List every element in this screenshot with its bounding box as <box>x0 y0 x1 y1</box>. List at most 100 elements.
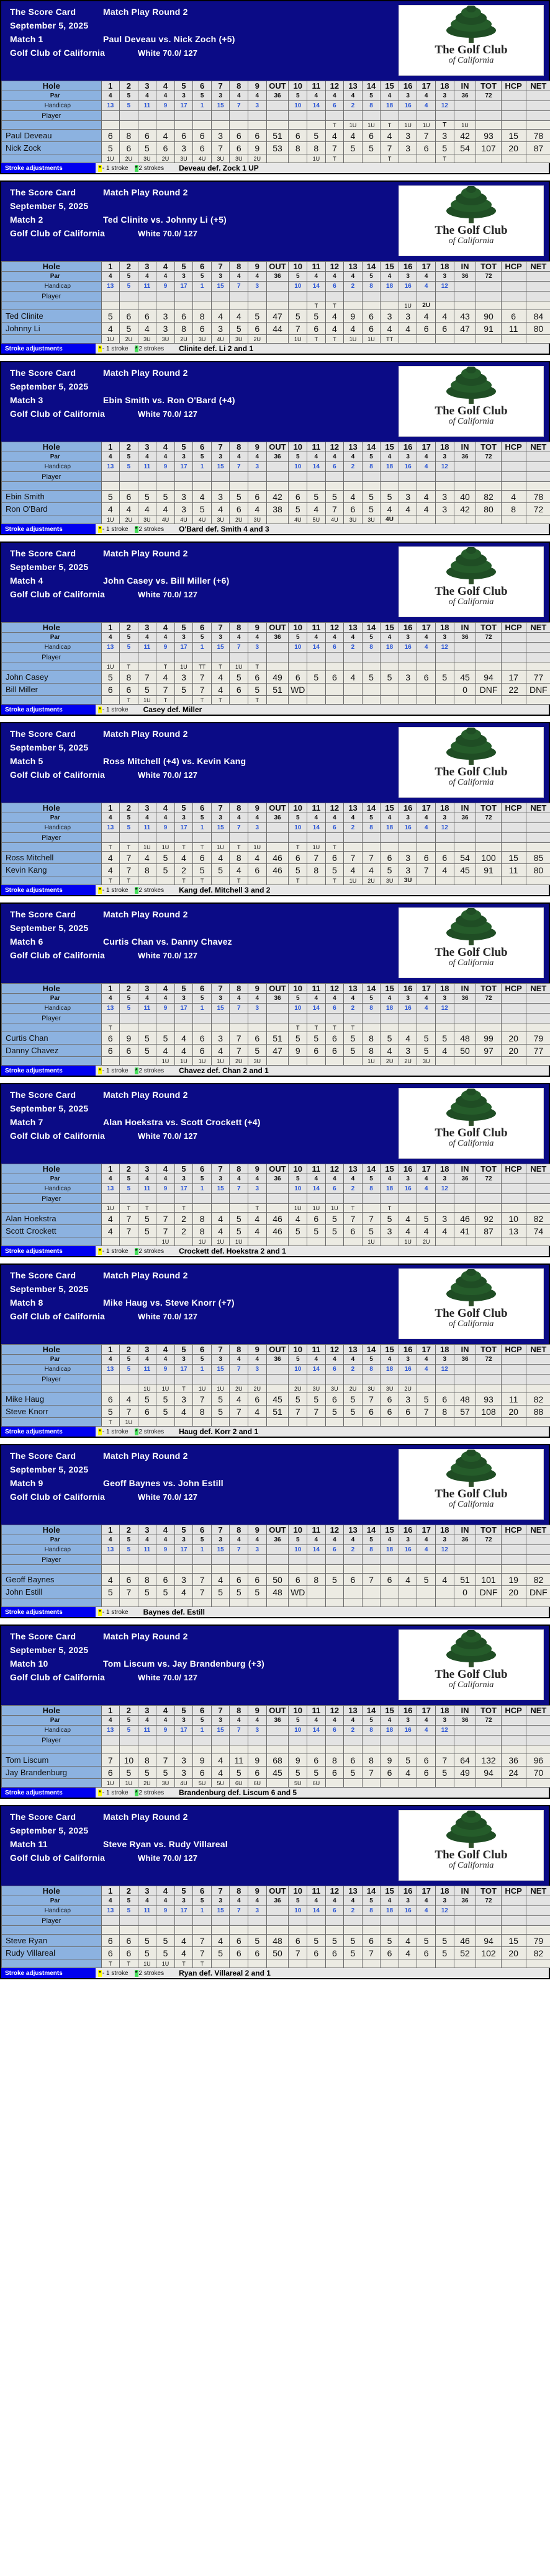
cell: 2U <box>229 1384 249 1393</box>
par-row: Par 4 5 4 4 3 5 3 4 4 36 5 4 4 4 5 4 3 4 3 36 72 <box>1 1535 550 1545</box>
score-cell: 8 <box>192 1212 212 1225</box>
score-cell: 3 <box>210 322 230 335</box>
cell: NET <box>525 1705 550 1716</box>
cell <box>476 1056 502 1066</box>
score-cell: 5 <box>248 310 267 323</box>
cell: 5 <box>361 1174 381 1184</box>
cell <box>500 471 526 482</box>
cell: 1U <box>101 334 120 344</box>
logo-line-2: of California <box>448 958 494 968</box>
cell: 16 <box>398 1705 418 1716</box>
player-header-row: Player <box>1 832 550 843</box>
cell <box>266 1183 289 1194</box>
cell: 4 <box>417 1725 436 1736</box>
hole-label: Hole <box>1 803 102 813</box>
score-cell: 4 <box>229 863 249 876</box>
handicap-row: Handicap 13 5 11 9 17 1 15 7 3 10 14 6 2 8 18 16 4 12 <box>1 1544 550 1555</box>
course-name: Golf Club of California <box>10 950 106 960</box>
cell: 2U <box>248 154 267 163</box>
cell <box>101 110 120 121</box>
cell: 1U <box>343 876 363 885</box>
score-cell: 2 <box>174 1224 194 1237</box>
cell: 2U <box>248 1384 267 1393</box>
cell: 12 <box>435 461 454 472</box>
status-label-top <box>1 662 102 671</box>
cell: 4 <box>307 1174 326 1184</box>
cell <box>288 1915 308 1926</box>
cell <box>500 1003 526 1014</box>
match-line: Match 6 Curtis Chan vs. Danny Chavez <box>1 935 549 948</box>
cell: 3 <box>398 1896 418 1906</box>
match-title: John Casey vs. Bill Miller (+6) <box>103 576 230 586</box>
course-line: Golf Club of California White 70.0/ 127 <box>1 226 549 240</box>
score-cell: 6 <box>119 683 138 696</box>
cell: 1U <box>229 1237 249 1246</box>
cell: 10 <box>288 442 308 452</box>
cell: 2U <box>229 515 249 524</box>
cell <box>361 1374 381 1384</box>
cell: 3 <box>174 271 194 282</box>
cell: 14 <box>307 281 326 292</box>
score-cell: 8 <box>137 1573 157 1586</box>
player-label: Player <box>1 832 102 843</box>
handicap-label: Handicap <box>1 1003 102 1014</box>
scorecard-table: Hole 1 2 3 4 5 6 7 8 9 OUT 10 11 12 13 14 15 16 17 18 IN TOT H… <box>1 81 550 163</box>
score-cell: 20 <box>500 141 526 154</box>
cell: 14 <box>307 1905 326 1916</box>
cell: 12 <box>435 1003 454 1014</box>
date-label: September 5, 2025 <box>10 742 89 752</box>
cell: 9 <box>248 803 267 813</box>
cell: TOT <box>476 442 502 452</box>
cell: 4 <box>325 1354 345 1365</box>
card-header: The Score Card Match Play Round 2 Septembe… <box>1 1445 549 1525</box>
cell <box>307 1193 326 1204</box>
cell <box>174 652 194 662</box>
cell: 8 <box>229 622 249 633</box>
cell <box>266 1915 289 1926</box>
cell: 17 <box>417 1886 436 1896</box>
score-cell: 6 <box>361 310 381 323</box>
date-line: September 5, 2025 <box>1 1463 549 1476</box>
page-title: The Score Card <box>10 909 76 919</box>
cell: 11 <box>137 281 157 292</box>
cell: 7 <box>210 1886 230 1896</box>
player-score-row: Rudy Villareal 6 6 5 5 4 7 5 6 6 50 7 6 6 5 7 6 4 6 5 52 102 2… <box>1 1946 550 1959</box>
cell: 3U <box>398 876 418 885</box>
cell <box>174 481 194 491</box>
cell: 8 <box>361 1544 381 1555</box>
cell: 12 <box>325 1886 345 1896</box>
score-cell: 9 <box>288 1754 308 1767</box>
score-cell: 5 <box>417 1934 436 1947</box>
cell <box>500 515 526 524</box>
cell <box>210 1959 230 1968</box>
cell <box>380 1925 399 1935</box>
score-cell: 50 <box>266 1573 289 1586</box>
cell: 4 <box>229 813 249 823</box>
cell <box>525 515 550 524</box>
cell <box>192 291 212 301</box>
one-stroke-text: - 1 stroke <box>102 1247 128 1255</box>
cell <box>174 1925 194 1935</box>
score-cell: 42 <box>453 129 477 142</box>
cell: 13 <box>343 1344 363 1355</box>
cell: 12 <box>325 442 345 452</box>
cell <box>476 1237 502 1246</box>
two-stroke-marker-icon: * <box>134 345 138 352</box>
cell: 6 <box>192 622 212 633</box>
cell: 17 <box>417 1705 436 1716</box>
score-cell: 6 <box>101 1946 120 1959</box>
score-cell: 6 <box>361 1934 381 1947</box>
cell <box>192 1925 212 1935</box>
score-cell: WD <box>288 683 308 696</box>
score-cell: 3 <box>398 141 418 154</box>
cell <box>525 1598 550 1607</box>
stroke-adjustment-row: Stroke adjustments * - 1 stroke * 2 strokes D… <box>1 163 549 173</box>
cell <box>229 110 249 121</box>
cell <box>476 1925 502 1935</box>
cell: 72 <box>476 993 502 1004</box>
course-line: Golf Club of California White 70.0/ 127 <box>1 1670 549 1684</box>
score-cell: 9 <box>248 1754 267 1767</box>
cell: 1U <box>119 1778 138 1788</box>
player-name: Steve Ryan <box>1 1934 102 1947</box>
stroke-adjustments-label: Stroke adjustments <box>1 1427 96 1437</box>
